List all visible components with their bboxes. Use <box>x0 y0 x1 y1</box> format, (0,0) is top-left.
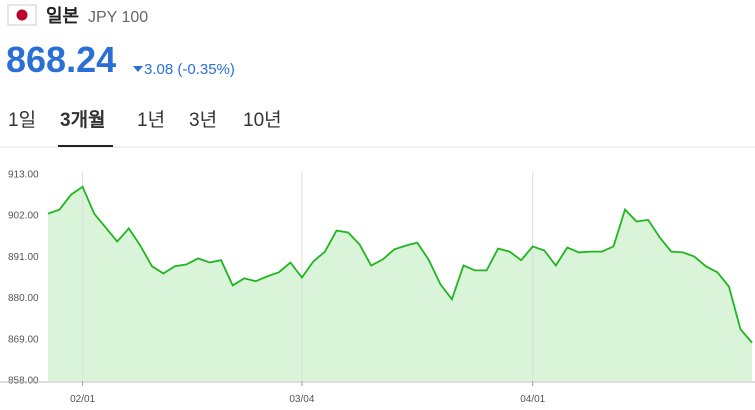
tab[interactable]: 1일 <box>8 109 36 131</box>
currency: JPY 100 <box>88 9 148 26</box>
flag-sun <box>16 9 28 21</box>
x-tick-label: 03/04 <box>289 394 314 405</box>
y-tick-label: 913.00 <box>8 169 39 180</box>
price-line <box>47 185 753 344</box>
y-tick-label: 869.00 <box>8 334 39 345</box>
tab[interactable]: 3년 <box>189 109 217 131</box>
tab[interactable]: 10년 <box>243 109 282 131</box>
tab-active[interactable]: 3개월 <box>60 109 106 131</box>
y-tick-label: 858.00 <box>8 376 39 387</box>
chart: 02/01 03/04 04/01 913.00 902.00 891.00 880.00 8… <box>0 169 755 405</box>
down-arrow <box>133 66 143 72</box>
y-tick-label: 891.00 <box>8 252 39 263</box>
x-tick-label: 02/01 <box>70 394 95 405</box>
area-fill <box>48 186 752 381</box>
change: 3.08 (-0.35%) <box>144 61 235 78</box>
country: 일본 <box>46 6 79 26</box>
tab[interactable]: 1년 <box>137 109 165 131</box>
y-tick-label: 880.00 <box>8 293 39 304</box>
x-tick-label: 04/01 <box>520 394 545 405</box>
price: 868.24 <box>6 39 116 80</box>
y-tick-label: 902.00 <box>8 211 39 222</box>
